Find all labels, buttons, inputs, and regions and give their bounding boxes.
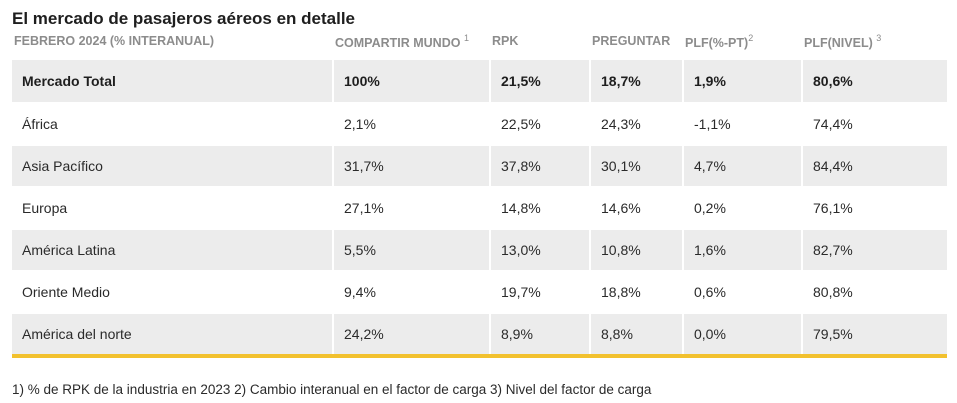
cell-world-share: 31,7% bbox=[332, 144, 490, 187]
cell-plf-level: 80,6% bbox=[801, 58, 947, 103]
header-plf-level: PLF(NIVEL) 3 bbox=[804, 33, 882, 51]
footnote: 1) % de RPK de la industria en 2023 2) C… bbox=[12, 382, 652, 397]
cell-ask: 18,7% bbox=[589, 58, 683, 103]
table-row: África 2,1% 22,5% 24,3% -1,1% 74,4% bbox=[12, 102, 947, 145]
cell-rpk: 8,9% bbox=[489, 312, 590, 358]
page-title: El mercado de pasajeros aéreos en detall… bbox=[12, 9, 355, 28]
cell-ask: 14,6% bbox=[589, 186, 683, 229]
table-row: América Latina 5,5% 13,0% 10,8% 1,6% 82,… bbox=[12, 228, 947, 271]
table-row: América del norte 24,2% 8,9% 8,8% 0,0% 7… bbox=[12, 312, 947, 358]
row-label: Europa bbox=[12, 186, 333, 229]
header-ask: PREGUNTAR bbox=[592, 34, 671, 48]
row-label: Asia Pacífico bbox=[12, 144, 333, 187]
table-row: Oriente Medio 9,4% 19,7% 18,8% 0,6% 80,8… bbox=[12, 270, 947, 313]
cell-plf-change: 0,0% bbox=[682, 312, 802, 358]
cell-world-share: 24,2% bbox=[332, 312, 490, 358]
cell-ask: 30,1% bbox=[589, 144, 683, 187]
cell-rpk: 13,0% bbox=[489, 228, 590, 271]
cell-world-share: 2,1% bbox=[332, 102, 490, 145]
row-label: América Latina bbox=[12, 228, 333, 271]
header-plf-change: PLF(%-PT)2 bbox=[685, 33, 754, 51]
cell-plf-level: 74,4% bbox=[801, 102, 947, 145]
header-world-share: COMPARTIR MUNDO 1 bbox=[335, 33, 469, 51]
cell-plf-change: 0,6% bbox=[682, 270, 802, 313]
cell-rpk: 14,8% bbox=[489, 186, 590, 229]
cell-rpk: 22,5% bbox=[489, 102, 590, 145]
cell-plf-change: 1,6% bbox=[682, 228, 802, 271]
table-row-total: Mercado Total 100% 21,5% 18,7% 1,9% 80,6… bbox=[12, 58, 947, 103]
cell-rpk: 19,7% bbox=[489, 270, 590, 313]
header-rpk: RPK bbox=[492, 34, 519, 48]
row-label: Mercado Total bbox=[12, 58, 333, 103]
cell-plf-change: -1,1% bbox=[682, 102, 802, 145]
cell-ask: 8,8% bbox=[589, 312, 683, 358]
cell-rpk: 21,5% bbox=[489, 58, 590, 103]
table-row: Europa 27,1% 14,8% 14,6% 0,2% 76,1% bbox=[12, 186, 947, 229]
cell-world-share: 27,1% bbox=[332, 186, 490, 229]
cell-plf-level: 82,7% bbox=[801, 228, 947, 271]
cell-ask: 18,8% bbox=[589, 270, 683, 313]
cell-plf-level: 79,5% bbox=[801, 312, 947, 358]
cell-plf-level: 84,4% bbox=[801, 144, 947, 187]
cell-ask: 24,3% bbox=[589, 102, 683, 145]
cell-rpk: 37,8% bbox=[489, 144, 590, 187]
cell-ask: 10,8% bbox=[589, 228, 683, 271]
cell-world-share: 5,5% bbox=[332, 228, 490, 271]
table-row: Asia Pacífico 31,7% 37,8% 30,1% 4,7% 84,… bbox=[12, 144, 947, 187]
cell-plf-change: 4,7% bbox=[682, 144, 802, 187]
table-header-row: FEBRERO 2024 (% INTERANUAL) COMPARTIR MU… bbox=[12, 33, 947, 59]
header-period: FEBRERO 2024 (% INTERANUAL) bbox=[14, 34, 215, 48]
row-label: América del norte bbox=[12, 312, 333, 358]
cell-plf-change: 1,9% bbox=[682, 58, 802, 103]
cell-world-share: 100% bbox=[332, 58, 490, 103]
row-label: Oriente Medio bbox=[12, 270, 333, 313]
row-label: África bbox=[12, 102, 333, 145]
cell-plf-level: 76,1% bbox=[801, 186, 947, 229]
cell-plf-change: 0,2% bbox=[682, 186, 802, 229]
cell-world-share: 9,4% bbox=[332, 270, 490, 313]
passenger-market-table: FEBRERO 2024 (% INTERANUAL) COMPARTIR MU… bbox=[12, 33, 947, 358]
cell-plf-level: 80,8% bbox=[801, 270, 947, 313]
